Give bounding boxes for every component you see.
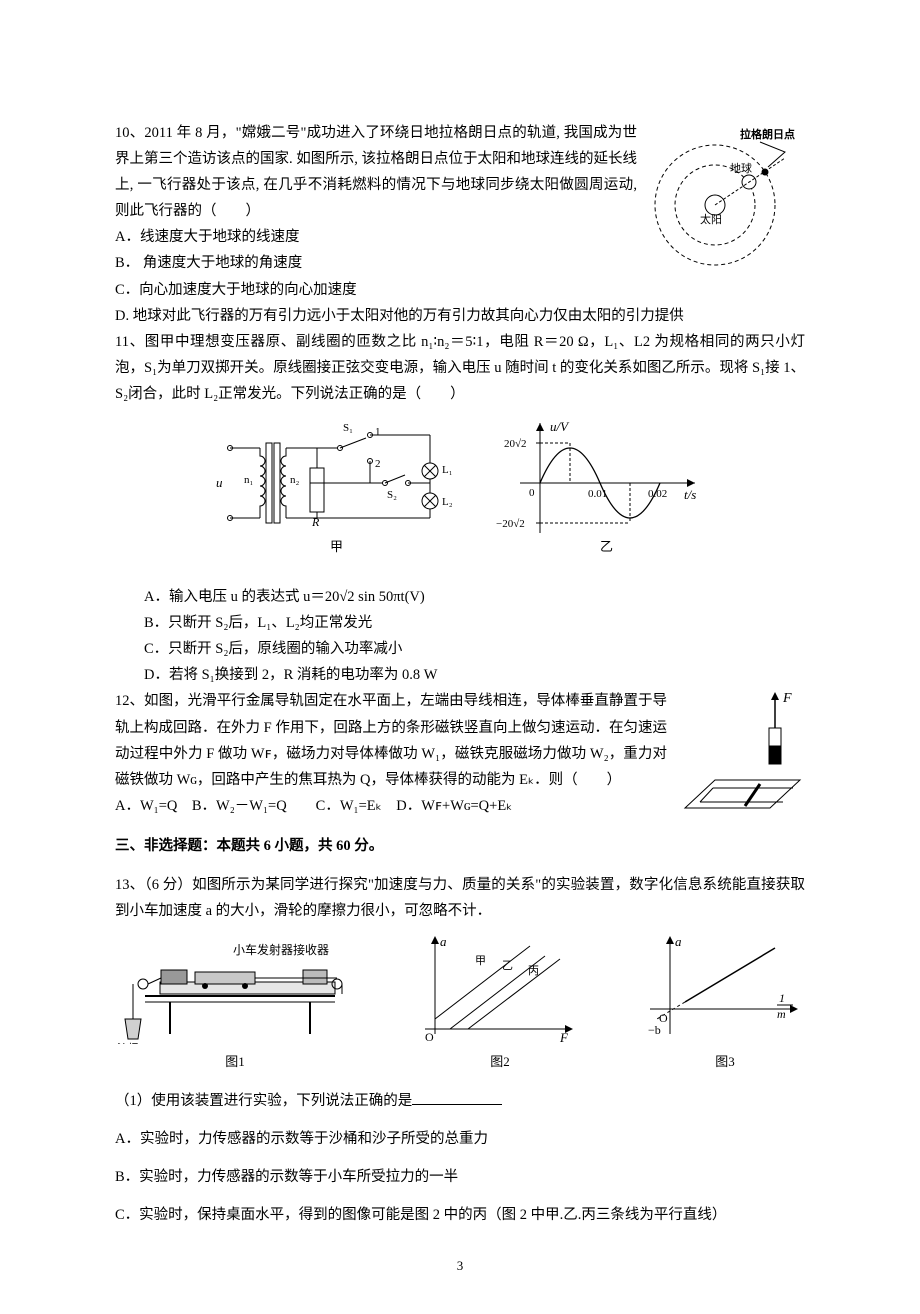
- q13-opt-c: C．实验时，保持桌面水平，得到的图像可能是图 2 中的丙（图 2 中甲.乙.丙三…: [115, 1202, 805, 1228]
- q13-fig3: a 1 m O −b 图3: [645, 934, 805, 1070]
- svg-text:O: O: [425, 1030, 434, 1044]
- svg-text:接收器: 接收器: [293, 942, 329, 957]
- svg-text:丙: 丙: [528, 965, 539, 977]
- q11-stem: 11、图甲中理想变压器原、副线圈的匝数之比 n₁∶n₂＝5∶1，电阻 R＝20 …: [115, 329, 805, 407]
- rail-magnet-diagram: F: [675, 688, 805, 828]
- svg-text:−b: −b: [648, 1023, 661, 1037]
- svg-text:2: 2: [375, 458, 381, 470]
- svg-text:0: 0: [529, 487, 535, 499]
- fig1-caption: 图1: [115, 1051, 355, 1070]
- svg-text:F: F: [782, 691, 792, 706]
- a-f-graph: a F O 甲 乙 丙: [420, 934, 580, 1044]
- svg-text:20√2: 20√2: [504, 438, 527, 450]
- q11-figure: u n₁ n₂ S₁ 1: [115, 413, 805, 578]
- q12-figure: F: [675, 688, 805, 833]
- q10-opt-c: C．向心加速度大于地球的向心加速度: [115, 277, 805, 303]
- fig2-caption: 图2: [420, 1051, 580, 1070]
- svg-text:0.02: 0.02: [648, 488, 667, 500]
- svg-text:甲: 甲: [330, 539, 343, 554]
- svg-text:拉格朗日点: 拉格朗日点: [740, 127, 795, 141]
- q11-opt-d: D．若将 S₁换接到 2，R 消耗的电功率为 0.8 W: [115, 662, 805, 688]
- apparatus-diagram: 小车发射器 接收器 沙桶: [115, 934, 355, 1044]
- svg-text:乙: 乙: [600, 539, 613, 554]
- q13-sub1-text: （1）使用该装置进行实验，下列说法正确的是: [115, 1093, 412, 1109]
- svg-text:m: m: [777, 1007, 786, 1021]
- svg-text:地球: 地球: [730, 161, 752, 175]
- a-1overm-graph: a 1 m O −b: [645, 934, 805, 1044]
- page-number: 3: [115, 1258, 805, 1274]
- q13-sub1: （1）使用该装置进行实验，下列说法正确的是: [115, 1088, 805, 1114]
- q10-figure: 太阳 地球 拉格朗日点: [645, 120, 805, 275]
- svg-text:n₂: n₂: [290, 474, 300, 486]
- q13-figure-row: 小车发射器 接收器 沙桶 图1: [115, 934, 805, 1070]
- svg-text:−20√2: −20√2: [496, 518, 525, 530]
- q10-opt-d: D. 地球对此飞行器的万有引力远小于太阳对他的万有引力故其向心力仅由太阳的引力提…: [115, 303, 805, 329]
- q11-opt-c: C．只断开 S₂后，原线圈的输入功率减小: [115, 636, 805, 662]
- svg-text:甲: 甲: [475, 955, 486, 967]
- svg-text:太阳: 太阳: [700, 213, 722, 226]
- svg-text:a: a: [440, 934, 447, 949]
- page: 太阳 地球 拉格朗日点 10、2011 年 8 月，"嫦娥二号"成功进入了环绕日…: [0, 0, 920, 1314]
- svg-text:R: R: [311, 515, 320, 529]
- fig3-caption: 图3: [645, 1051, 805, 1070]
- svg-text:F: F: [559, 1030, 569, 1044]
- svg-text:小车发射器: 小车发射器: [233, 942, 293, 957]
- svg-text:沙桶: 沙桶: [117, 1041, 139, 1044]
- svg-text:u/V: u/V: [550, 419, 570, 434]
- blank-input[interactable]: [412, 1089, 502, 1105]
- svg-text:1: 1: [779, 991, 785, 1005]
- svg-text:a: a: [675, 934, 682, 949]
- svg-text:n₁: n₁: [244, 474, 254, 486]
- q13-opt-a: A．实验时，力传感器的示数等于沙桶和沙子所受的总重力: [115, 1126, 805, 1152]
- svg-text:L₁: L₁: [442, 464, 453, 476]
- q11-opt-a: A．输入电压 u 的表达式 u＝20√2 sin 50πt(V): [115, 584, 805, 610]
- q13-fig2: a F O 甲 乙 丙 图2: [420, 934, 580, 1070]
- section-3-title: 三、非选择题：本题共 6 小题，共 60 分。: [115, 833, 805, 859]
- q13-opt-b: B．实验时，力传感器的示数等于小车所受拉力的一半: [115, 1164, 805, 1190]
- q11-opt-b: B．只断开 S₂后，L₁、L₂均正常发光: [115, 610, 805, 636]
- svg-text:0.01: 0.01: [588, 488, 607, 500]
- svg-text:L₂: L₂: [442, 496, 453, 508]
- svg-text:t/s: t/s: [684, 487, 696, 502]
- svg-text:1: 1: [375, 426, 381, 438]
- svg-text:乙: 乙: [502, 959, 513, 972]
- q13-fig1: 小车发射器 接收器 沙桶 图1: [115, 934, 355, 1070]
- svg-text:u: u: [216, 475, 223, 490]
- svg-text:S₁: S₁: [343, 422, 353, 434]
- orbit-diagram: 太阳 地球 拉格朗日点: [645, 120, 805, 270]
- svg-text:S₂: S₂: [387, 489, 397, 501]
- circuit-and-sine: u n₁ n₂ S₁ 1: [200, 413, 720, 573]
- q13-stem: 13、（6 分）如图所示为某同学进行探究"加速度与力、质量的关系"的实验装置，数…: [115, 872, 805, 924]
